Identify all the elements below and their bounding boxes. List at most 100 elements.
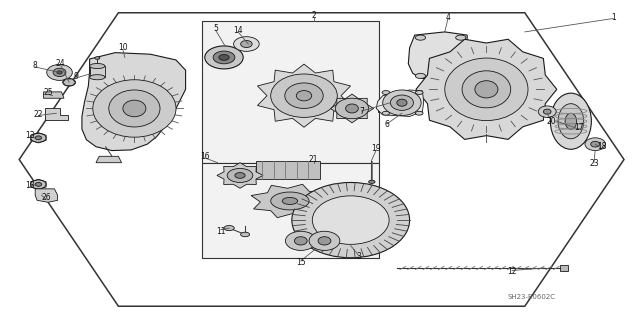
Text: 17: 17 — [574, 123, 584, 132]
Ellipse shape — [318, 237, 331, 245]
Polygon shape — [257, 64, 351, 127]
Text: 13: 13 — [25, 181, 35, 189]
Ellipse shape — [90, 75, 105, 80]
Polygon shape — [560, 265, 568, 271]
Text: 12: 12 — [508, 267, 516, 276]
Ellipse shape — [31, 180, 46, 189]
Ellipse shape — [558, 104, 584, 139]
Polygon shape — [19, 13, 624, 306]
Ellipse shape — [241, 41, 252, 48]
Ellipse shape — [205, 46, 243, 69]
Polygon shape — [376, 90, 424, 116]
Circle shape — [369, 180, 375, 183]
Ellipse shape — [227, 168, 253, 182]
Text: 21: 21 — [309, 155, 318, 164]
Ellipse shape — [294, 237, 307, 245]
Ellipse shape — [63, 78, 76, 86]
Ellipse shape — [53, 68, 66, 77]
Circle shape — [95, 57, 100, 59]
Ellipse shape — [31, 133, 46, 142]
Polygon shape — [90, 66, 105, 77]
Text: 3: 3 — [356, 252, 361, 261]
Text: 18: 18 — [597, 142, 606, 151]
Polygon shape — [251, 184, 329, 218]
Ellipse shape — [462, 71, 511, 108]
Circle shape — [382, 91, 390, 94]
Circle shape — [382, 111, 390, 115]
Text: 23: 23 — [589, 159, 599, 168]
Ellipse shape — [565, 113, 577, 129]
Text: 13: 13 — [25, 131, 35, 140]
Ellipse shape — [309, 231, 340, 250]
Text: 8: 8 — [33, 61, 38, 70]
Text: 20: 20 — [547, 117, 557, 126]
Circle shape — [415, 111, 423, 115]
Ellipse shape — [591, 141, 600, 147]
Ellipse shape — [296, 91, 312, 101]
Ellipse shape — [317, 204, 348, 218]
Ellipse shape — [292, 182, 410, 258]
Ellipse shape — [383, 90, 421, 115]
Circle shape — [456, 35, 466, 40]
Ellipse shape — [90, 63, 105, 69]
Ellipse shape — [550, 93, 591, 149]
Circle shape — [415, 91, 423, 94]
Text: 25: 25 — [43, 88, 53, 97]
Polygon shape — [303, 197, 360, 225]
Polygon shape — [256, 161, 320, 179]
Ellipse shape — [475, 81, 498, 98]
Ellipse shape — [538, 106, 556, 117]
Polygon shape — [202, 163, 379, 258]
Ellipse shape — [93, 80, 176, 137]
Ellipse shape — [346, 104, 358, 113]
Ellipse shape — [271, 192, 309, 210]
Polygon shape — [217, 163, 263, 188]
Text: 19: 19 — [371, 144, 381, 153]
Polygon shape — [44, 92, 64, 98]
Ellipse shape — [390, 95, 413, 110]
Ellipse shape — [285, 231, 316, 250]
Text: 6: 6 — [385, 120, 390, 129]
Text: 7: 7 — [359, 107, 364, 116]
Ellipse shape — [335, 98, 369, 119]
Circle shape — [456, 73, 466, 78]
Polygon shape — [202, 21, 379, 163]
Ellipse shape — [35, 136, 42, 140]
Ellipse shape — [219, 55, 229, 60]
Polygon shape — [35, 189, 58, 202]
Ellipse shape — [109, 90, 160, 127]
Polygon shape — [408, 32, 467, 80]
Circle shape — [415, 73, 426, 78]
Ellipse shape — [213, 51, 235, 64]
Ellipse shape — [234, 37, 259, 51]
Text: 1: 1 — [611, 13, 616, 22]
Text: 4: 4 — [445, 13, 451, 22]
Text: 2: 2 — [311, 11, 316, 20]
Ellipse shape — [47, 64, 72, 80]
Ellipse shape — [585, 138, 605, 151]
Text: 16: 16 — [200, 152, 210, 161]
Ellipse shape — [543, 109, 551, 114]
Text: 22: 22 — [34, 110, 43, 119]
Text: SH23-E0602C: SH23-E0602C — [507, 294, 555, 300]
Circle shape — [224, 226, 234, 231]
Ellipse shape — [271, 74, 337, 117]
Ellipse shape — [445, 58, 528, 121]
Polygon shape — [330, 94, 374, 123]
Ellipse shape — [282, 197, 298, 204]
Text: 11: 11 — [216, 227, 225, 236]
Ellipse shape — [57, 71, 62, 74]
Text: 15: 15 — [296, 258, 306, 267]
Ellipse shape — [35, 182, 42, 186]
Ellipse shape — [123, 100, 146, 117]
Polygon shape — [82, 53, 186, 151]
Text: 26: 26 — [41, 193, 51, 202]
Text: 9: 9 — [73, 72, 78, 81]
Polygon shape — [45, 108, 68, 120]
Circle shape — [415, 35, 426, 40]
Text: 24: 24 — [56, 59, 66, 68]
Ellipse shape — [235, 173, 245, 178]
Polygon shape — [416, 39, 557, 139]
Polygon shape — [63, 79, 76, 85]
Ellipse shape — [397, 99, 407, 106]
